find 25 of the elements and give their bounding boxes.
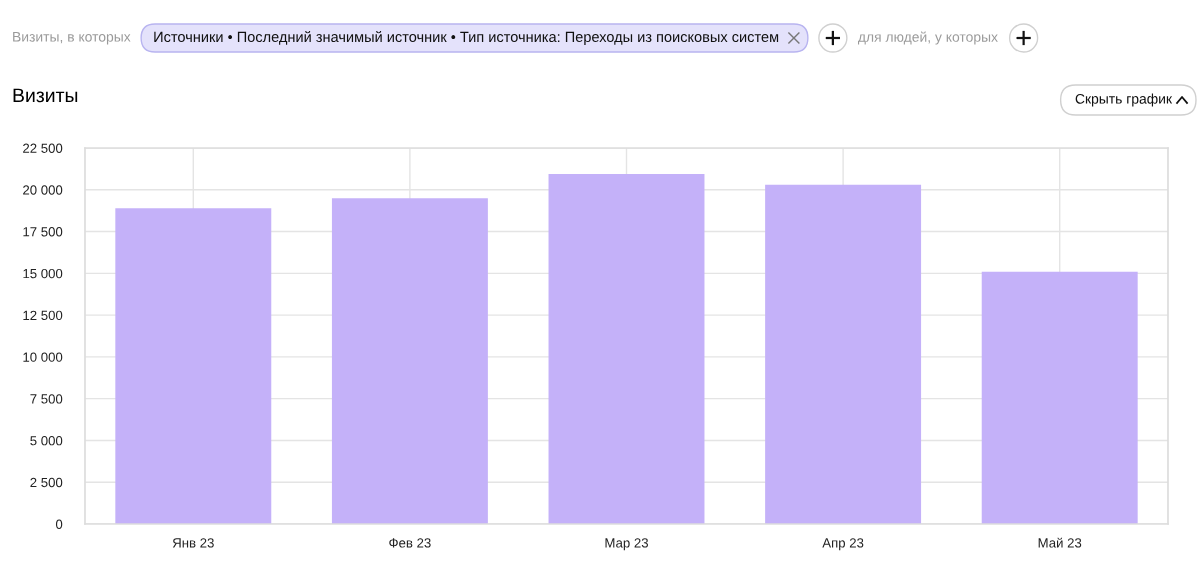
y-tick-label: 2 500 <box>30 477 63 488</box>
x-tick-label: Апр 23 <box>822 538 864 551</box>
x-tick-label: Янв 23 <box>172 538 214 548</box>
y-tick-label: 10 000 <box>23 352 63 362</box>
bar <box>765 184 922 524</box>
text: Скрыть график <box>1075 93 1173 107</box>
y-tick-label: 20 000 <box>23 185 63 195</box>
y-tick-label: 22 500 <box>23 143 63 153</box>
bar <box>981 271 1138 524</box>
y-tick-label: 17 500 <box>23 227 63 237</box>
chart-title: Визиты <box>13 88 78 103</box>
bar <box>115 208 272 524</box>
x-tick-label: Фев 23 <box>389 538 431 548</box>
x-tick-label: Май 23 <box>1038 537 1082 548</box>
text: Визиты, в которых <box>13 32 131 45</box>
y-tick-label: 5 000 <box>30 436 63 446</box>
y-tick-label: 12 500 <box>23 310 63 321</box>
x-tick-label: Мар 23 <box>605 538 648 551</box>
text: для людей, у которых <box>858 31 998 45</box>
y-tick-label: 7 500 <box>30 394 63 404</box>
bar <box>548 173 705 524</box>
y-tick-label: 15 000 <box>23 268 63 279</box>
y-tick-label: 0 <box>55 519 63 529</box>
text: Источники • Последний значимый источник • Тип источника: Переходы из поисковых систем <box>154 31 779 45</box>
bar <box>331 198 488 524</box>
